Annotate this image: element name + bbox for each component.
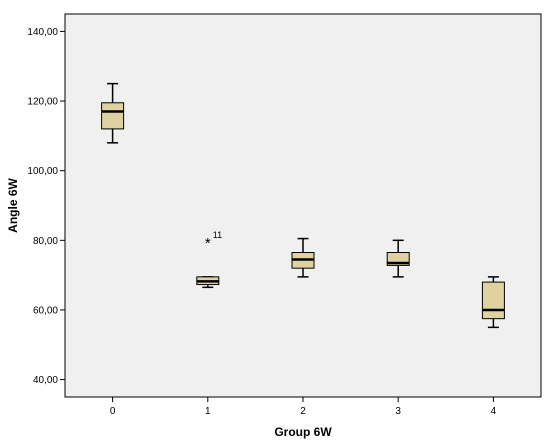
x-axis-title: Group 6W <box>274 425 332 439</box>
outlier-label: 11 <box>213 230 222 240</box>
plot-area <box>64 13 542 398</box>
y-axis: 40,00 60,00 80,00 100,00 120,00 140,00 <box>27 27 65 386</box>
outlier-marker: * <box>205 235 211 252</box>
y-tick-label: 40,00 <box>33 375 58 386</box>
box-group-4 <box>481 276 505 329</box>
y-tick-label: 140,00 <box>27 27 58 38</box>
box <box>101 102 125 130</box>
box-group-1 <box>196 276 220 289</box>
x-tick-label: 2 <box>300 406 306 417</box>
box-group-3 <box>386 239 410 278</box>
x-tick-label: 4 <box>491 406 497 417</box>
y-tick-label: 60,00 <box>33 305 58 316</box>
outliers-group: * 11 <box>205 230 222 252</box>
box-group-2 <box>291 237 315 278</box>
box <box>481 281 505 320</box>
x-tick-label: 3 <box>395 406 401 417</box>
boxes-group <box>101 82 505 329</box>
y-tick-label: 120,00 <box>27 97 58 108</box>
x-tick-label: 1 <box>205 406 211 417</box>
y-tick-label: 80,00 <box>33 236 58 247</box>
box-group-0 <box>101 82 125 144</box>
y-tick-label: 100,00 <box>27 166 58 177</box>
x-axis: 0 1 2 3 4 <box>110 397 497 417</box>
x-tick-label: 0 <box>110 406 116 417</box>
y-axis-title: Angle 6W <box>6 177 20 232</box>
